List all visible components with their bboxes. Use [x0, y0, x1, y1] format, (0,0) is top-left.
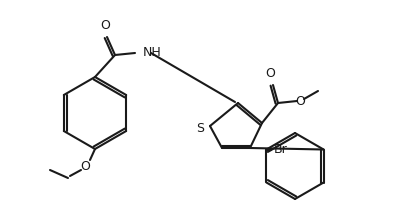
Text: O: O	[295, 94, 305, 107]
Text: S: S	[196, 123, 204, 136]
Text: O: O	[100, 19, 110, 32]
Text: Br: Br	[274, 143, 287, 156]
Text: O: O	[265, 67, 275, 80]
Text: O: O	[80, 160, 90, 172]
Text: NH: NH	[143, 46, 162, 58]
